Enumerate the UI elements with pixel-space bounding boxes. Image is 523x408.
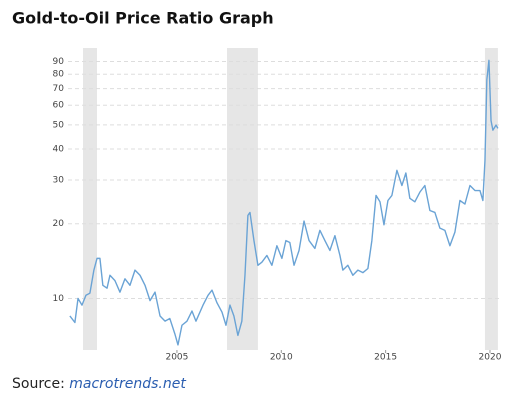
y-tick-label: 40 xyxy=(53,144,65,154)
source-label: Source: xyxy=(12,376,65,392)
source: Source: macrotrends.net xyxy=(12,376,186,392)
x-tick-label: 2020 xyxy=(479,353,502,363)
y-tick-label: 10 xyxy=(53,294,65,304)
plot-area: 10 20 30 40 50 60 70 80 90 2005 2010 2015 2020 xyxy=(53,48,502,363)
y-tick-label: 90 xyxy=(53,57,65,67)
y-tick-label: 70 xyxy=(53,84,65,94)
y-tick-label: 30 xyxy=(53,175,65,185)
source-link[interactable]: macrotrends.net xyxy=(69,376,186,392)
recession-band xyxy=(83,48,98,350)
y-tick-label: 20 xyxy=(53,219,65,229)
y-tick-label: 60 xyxy=(53,101,65,111)
x-tick-label: 2015 xyxy=(374,353,397,363)
y-tick-label: 50 xyxy=(53,120,65,130)
y-tick-label: 80 xyxy=(53,70,65,80)
recession-band xyxy=(484,48,498,350)
chart-title: Gold-to-Oil Price Ratio Graph xyxy=(12,9,274,28)
recession-band xyxy=(227,48,258,350)
x-tick-label: 2005 xyxy=(165,353,188,363)
ratio-line xyxy=(69,59,499,346)
x-tick-label: 2010 xyxy=(270,353,293,363)
